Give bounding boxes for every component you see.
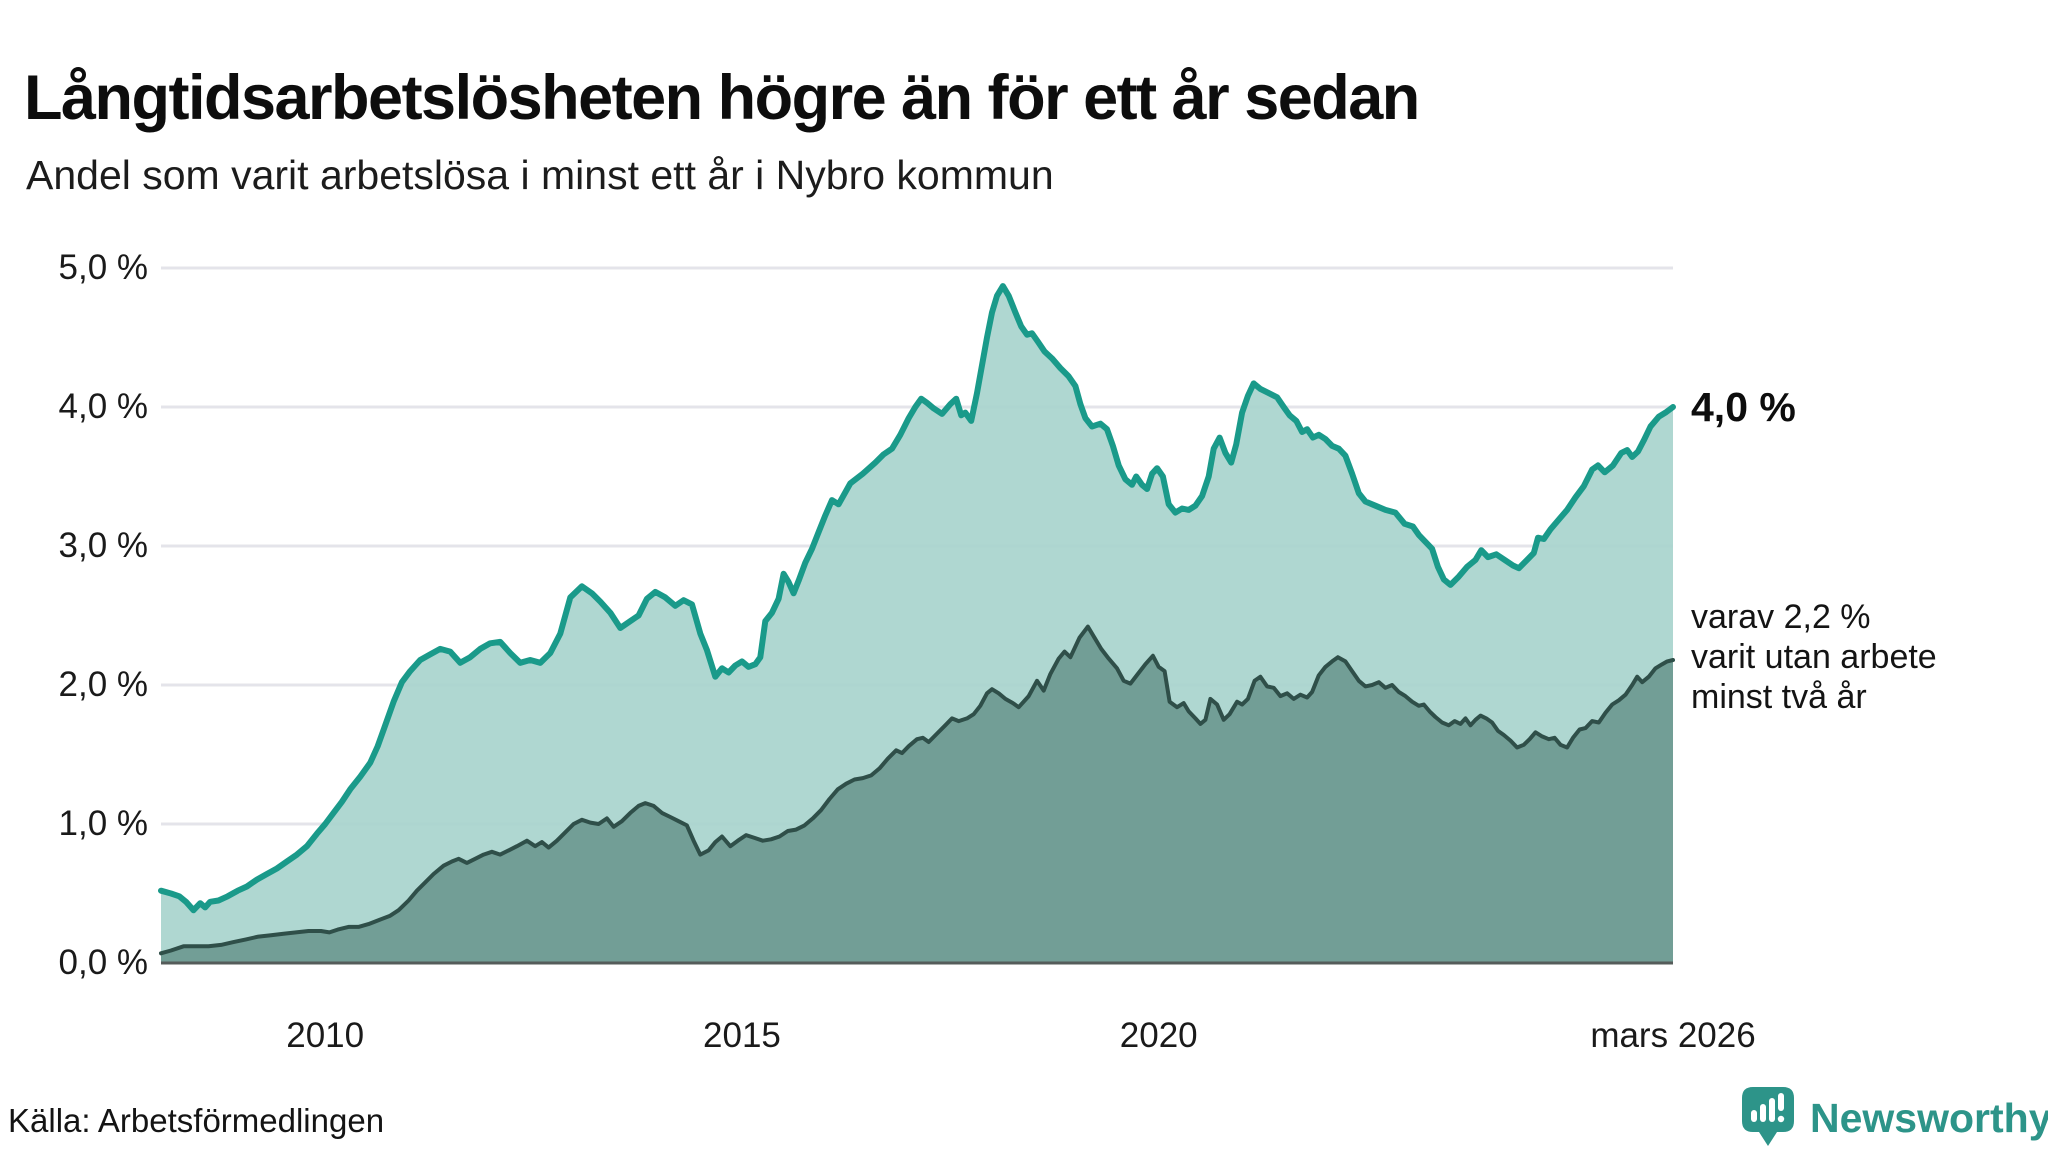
y-tick-label: 4,0 %: [58, 387, 149, 426]
line-minst-tva-ar: [159, 624, 1675, 956]
y-tick-label: 2,0 %: [58, 665, 149, 704]
detail-line-2: varit utan arbete: [1691, 638, 1937, 676]
newsworthy-logo-icon: [1742, 1087, 1794, 1146]
y-tick-label: 3,0 %: [58, 526, 149, 565]
end-value-label: 4,0 %: [1691, 384, 1796, 430]
x-tick-label: 2010: [286, 1016, 365, 1055]
y-tick-label: 0,0 %: [58, 943, 149, 982]
y-tick-label: 5,0 %: [58, 248, 149, 287]
line-minst-ett-ar: [158, 283, 1676, 914]
x-tick-label: 2015: [703, 1016, 781, 1055]
brand-name: Newsworthy: [1810, 1095, 2048, 1141]
area-fill-minst-tva-ar: [161, 626, 1673, 963]
y-tick-label: 1,0 %: [58, 804, 149, 843]
x-tick-label: mars 2026: [1590, 1016, 1756, 1055]
detail-line-1: varav 2,2 %: [1691, 598, 1871, 636]
end-detail-label: varav 2,2 % varit utan arbete minst två …: [1691, 597, 1937, 717]
detail-line-3: minst två år: [1691, 678, 1867, 716]
chart-title: Långtidsarbetslösheten högre än för ett …: [24, 63, 1420, 134]
source-note: Källa: Arbetsförmedlingen: [8, 1102, 385, 1139]
x-tick-label: 2020: [1119, 1016, 1198, 1055]
chart-subtitle: Andel som varit arbetslösa i minst ett å…: [26, 152, 1054, 198]
